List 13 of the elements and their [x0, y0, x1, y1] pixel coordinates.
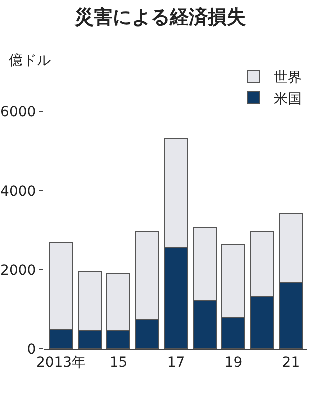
x-tick-label: 19	[224, 354, 243, 371]
x-tick-label: 17	[167, 354, 186, 371]
legend-label: 米国	[274, 91, 302, 108]
x-tick-label: 21	[282, 354, 300, 371]
y-tick-label: 4000	[0, 184, 36, 200]
y-tick-label: 2000	[0, 262, 36, 279]
y-axis-title: 億ドル	[9, 53, 51, 69]
legend-label: 世界	[274, 70, 302, 86]
x-tick-label: 2013年	[36, 354, 86, 371]
chart-title: 災害による経済損失	[74, 6, 246, 28]
y-tick-label: 0	[27, 342, 36, 358]
y-tick-label: 6000	[0, 104, 36, 121]
x-tick-label: 15	[110, 354, 128, 371]
